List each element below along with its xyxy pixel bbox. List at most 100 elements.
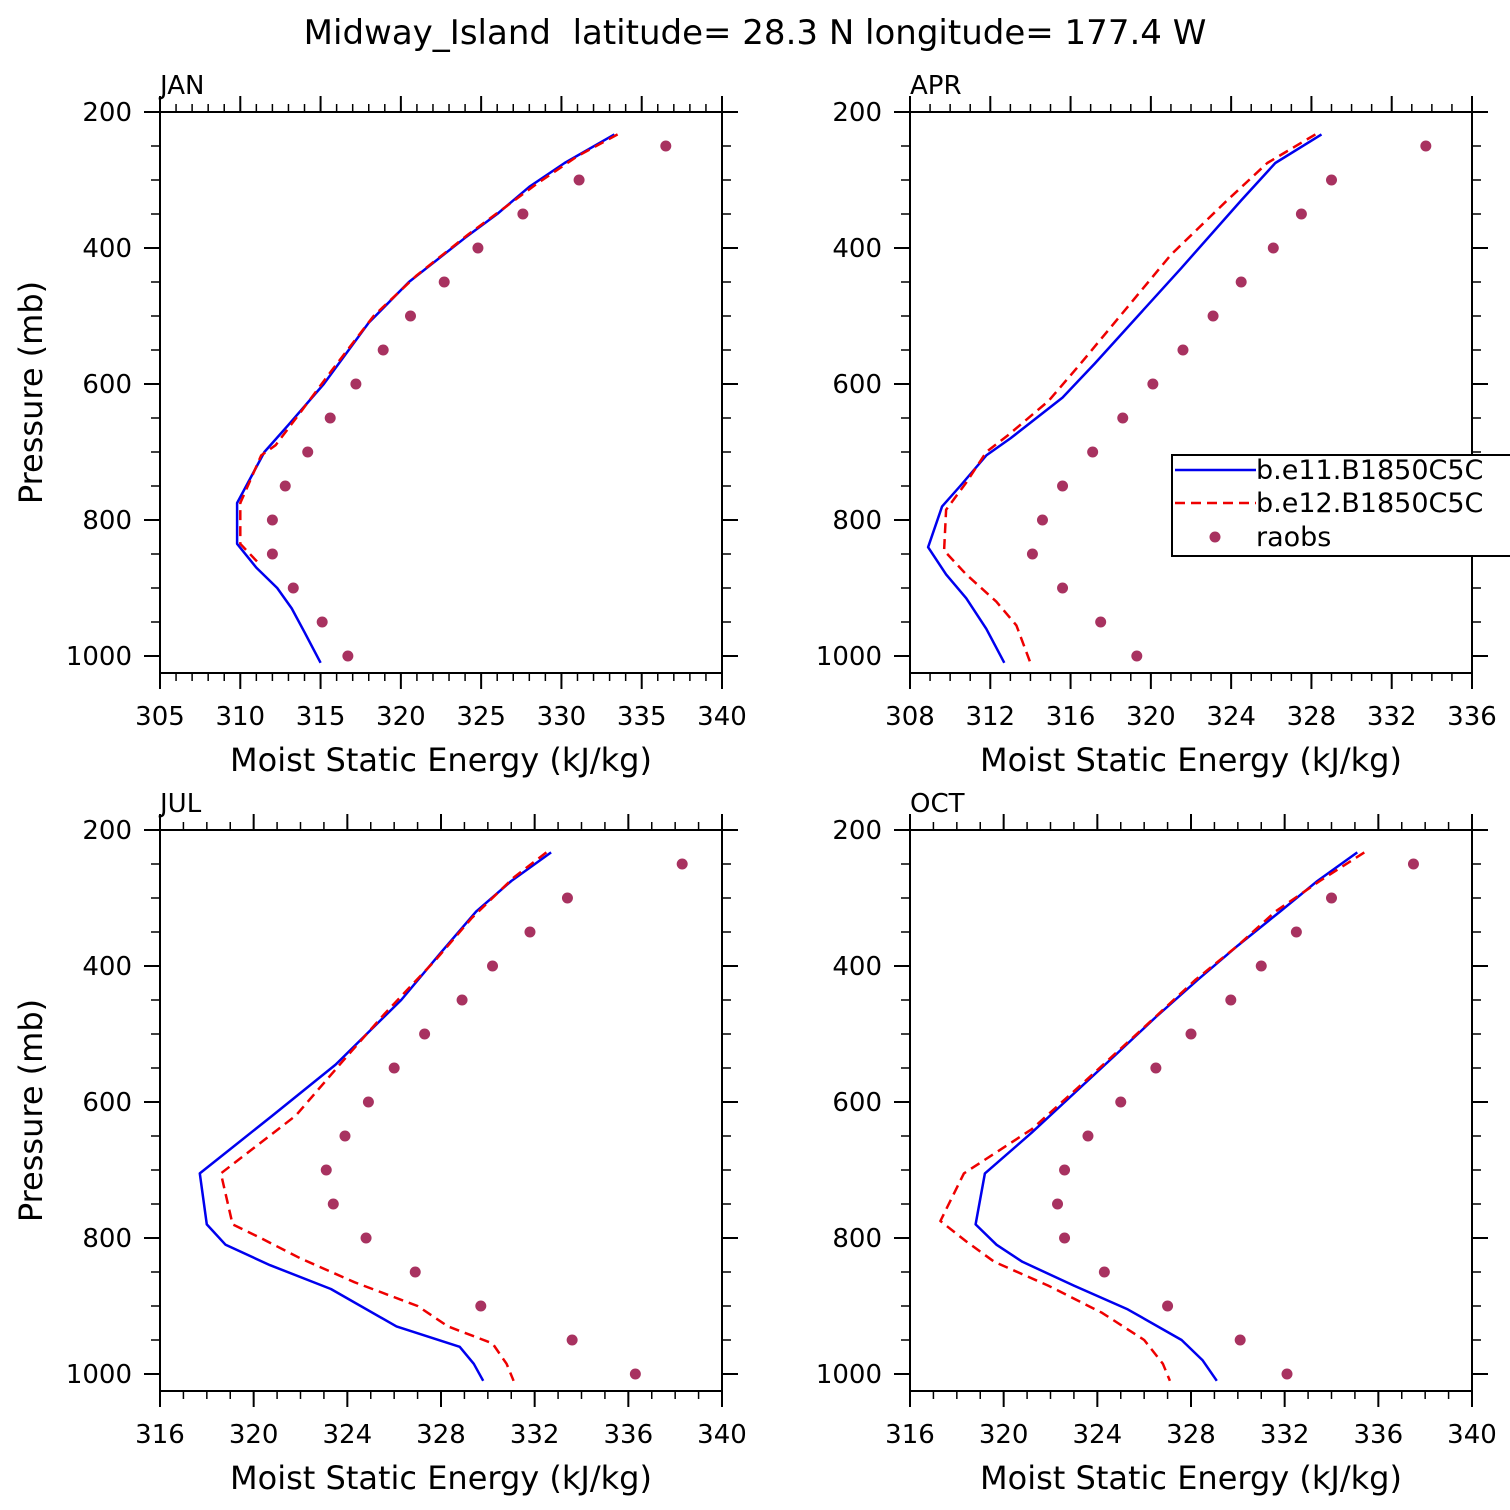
x-tick-label: 330: [537, 702, 587, 732]
obs-point: [676, 858, 688, 870]
obs-point: [1057, 480, 1069, 492]
obs-point: [324, 412, 336, 424]
x-tick-label: 328: [1166, 1420, 1216, 1450]
obs-point: [1059, 1164, 1071, 1176]
y-axis-label: Pressure (mb): [12, 999, 50, 1222]
y-tick-label: 600: [832, 370, 882, 400]
obs-point: [1131, 650, 1143, 662]
obs-point: [409, 1266, 421, 1278]
obs-point: [1026, 548, 1038, 560]
obs-point: [404, 310, 416, 322]
legend-label: b.e12.B1850C5C: [1256, 488, 1483, 519]
y-tick-label: 1000: [816, 1360, 882, 1390]
y-tick-label: 800: [832, 506, 882, 536]
obs-point: [316, 616, 328, 628]
obs-point: [1095, 616, 1107, 628]
obs-point: [1036, 514, 1048, 526]
obs-point: [302, 446, 314, 458]
x-tick-label: 324: [323, 1420, 373, 1450]
y-tick-label: 200: [82, 98, 132, 128]
x-tick-label: 340: [1447, 1420, 1497, 1450]
y-tick-label: 800: [832, 1224, 882, 1254]
obs-point: [1235, 276, 1247, 288]
obs-point: [1267, 242, 1279, 254]
obs-point: [573, 174, 585, 186]
y-tick-label: 1000: [66, 642, 132, 672]
x-tick-label: 312: [965, 702, 1015, 732]
obs-point: [1185, 1028, 1197, 1040]
obs-point: [1407, 858, 1419, 870]
series-line-2: [939, 851, 1365, 1382]
y-tick-label: 1000: [66, 1360, 132, 1390]
legend-label: b.e11.B1850C5C: [1256, 455, 1483, 486]
obs-point: [472, 242, 484, 254]
obs-point: [377, 344, 389, 356]
obs-point: [1057, 582, 1069, 594]
obs-point: [629, 1368, 641, 1380]
panel-label: JUL: [158, 789, 202, 819]
x-tick-label: 320: [1126, 702, 1176, 732]
legend-swatch-3: [1209, 531, 1221, 543]
x-tick-label: 340: [697, 702, 747, 732]
panel-oct: OCT 316 320 324 328 332 336 340 200 400 600 800 1000…: [816, 789, 1497, 1497]
y-tick-label: 800: [82, 506, 132, 536]
obs-point: [456, 994, 468, 1006]
panel-jan: JAN 305 310 315 320 325 330 335 340 200 400 600 800 1…: [12, 71, 747, 779]
y-tick-label: 400: [832, 234, 882, 264]
x-tick-label: 324: [1206, 702, 1256, 732]
obs-point: [1295, 208, 1307, 220]
obs-point: [1326, 892, 1337, 904]
obs-point: [1162, 1300, 1174, 1312]
obs-point: [266, 548, 278, 560]
obs-point: [487, 960, 499, 972]
obs-point: [320, 1164, 332, 1176]
series-line-2: [239, 133, 619, 566]
obs-point: [1117, 412, 1129, 424]
obs-point: [1087, 446, 1099, 458]
x-tick-label: 316: [885, 1420, 935, 1450]
panel-apr: APR 308 312 316 320 324 328 332 336 200 400 600 800 1…: [816, 71, 1497, 779]
x-tick-label: 305: [135, 702, 185, 732]
x-axis-label: Moist Static Energy (kJ/kg): [230, 741, 652, 779]
y-tick-label: 800: [82, 1224, 132, 1254]
x-tick-label: 320: [229, 1420, 279, 1450]
x-axis-label: Moist Static Energy (kJ/kg): [980, 1459, 1402, 1497]
chart-title: Midway_Island latitude= 28.3 N longitude…: [304, 13, 1207, 53]
y-tick-label: 1000: [816, 642, 882, 672]
obs-point: [1059, 1232, 1071, 1244]
obs-point: [342, 650, 354, 662]
panel-label: OCT: [910, 789, 965, 819]
obs-point: [362, 1096, 374, 1108]
y-tick-label: 600: [82, 1088, 132, 1118]
obs-point: [1147, 378, 1159, 390]
obs-point: [339, 1130, 351, 1142]
x-tick-label: 335: [617, 702, 667, 732]
y-tick-label: 200: [832, 98, 882, 128]
obs-point: [287, 582, 299, 594]
obs-point: [1234, 1334, 1246, 1346]
obs-point: [350, 378, 362, 390]
panel-jul: JUL 316 320 324 328 332 336 340 200 400 600 800 1000…: [12, 789, 747, 1497]
y-axis-label: Pressure (mb): [12, 281, 50, 504]
obs-point: [327, 1198, 339, 1210]
series-line-1: [198, 851, 552, 1382]
y-tick-label: 600: [82, 370, 132, 400]
obs-point: [1290, 926, 1302, 938]
y-tick-label: 200: [82, 816, 132, 846]
series-line-2: [219, 851, 548, 1382]
x-tick-label: 336: [1447, 702, 1497, 732]
y-tick-label: 200: [832, 816, 882, 846]
obs-point: [1281, 1368, 1293, 1380]
plot-frame: [159, 829, 723, 1392]
obs-point: [279, 480, 291, 492]
obs-point: [1207, 310, 1219, 322]
x-tick-label: 332: [1367, 702, 1417, 732]
x-tick-label: 310: [215, 702, 265, 732]
x-tick-label: 308: [885, 702, 935, 732]
y-tick-label: 600: [832, 1088, 882, 1118]
x-tick-label: 315: [296, 702, 346, 732]
obs-point: [266, 514, 278, 526]
obs-point: [1225, 994, 1237, 1006]
